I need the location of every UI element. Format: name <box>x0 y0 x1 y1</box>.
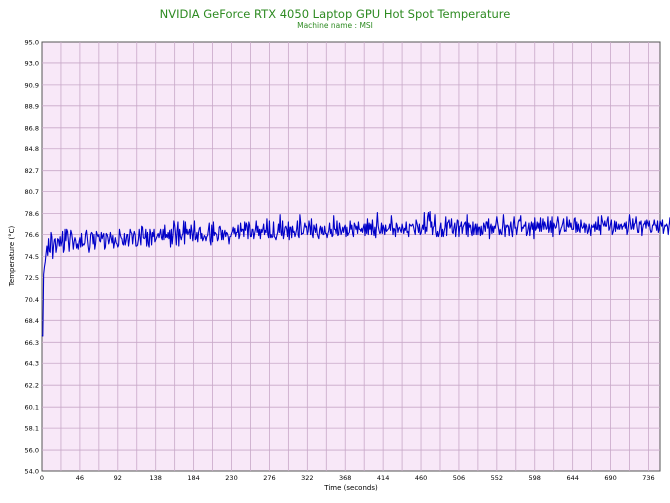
x-tick-label: 230 <box>225 474 237 482</box>
y-tick-label: 74.5 <box>25 253 39 261</box>
y-tick-label: 93.0 <box>25 59 39 67</box>
y-tick-label: 66.3 <box>25 339 39 347</box>
y-tick-label: 58.1 <box>25 425 39 433</box>
x-tick-label: 690 <box>604 474 616 482</box>
x-tick-label: 46 <box>76 474 84 482</box>
y-axis: 54.0 56.0 58.1 60.1 62.2 64.3 66.3 68.4 70.4 72.5… <box>25 39 39 476</box>
x-tick-label: 92 <box>114 474 122 482</box>
y-tick-label: 84.8 <box>25 145 39 153</box>
x-tick-label: 322 <box>301 474 313 482</box>
x-tick-label: 0 <box>40 474 44 482</box>
x-tick-label: 736 <box>642 474 654 482</box>
y-tick-label: 76.6 <box>25 231 39 239</box>
x-tick-label: 506 <box>453 474 465 482</box>
x-axis: 0 46 92 138 184 230 276 322 368 414 460 506 552 598 64… <box>40 474 655 482</box>
x-tick-label: 138 <box>150 474 162 482</box>
y-tick-label: 78.6 <box>25 210 39 218</box>
chart-title: NVIDIA GeForce RTX 4050 Laptop GPU Hot S… <box>159 7 511 21</box>
series-line <box>41 210 670 337</box>
y-tick-label: 64.3 <box>25 360 39 368</box>
y-tick-label: 56.0 <box>25 447 39 455</box>
chart-subtitle: Machine name : MSI <box>297 21 373 30</box>
x-tick-label: 184 <box>187 474 199 482</box>
y-tick-label: 62.2 <box>25 382 39 390</box>
y-tick-label: 88.9 <box>25 102 39 110</box>
y-tick-label: 82.7 <box>25 167 39 175</box>
x-axis-label: Time (seconds) <box>323 484 378 492</box>
y-tick-label: 54.0 <box>25 468 39 476</box>
y-tick-label: 72.5 <box>25 274 39 282</box>
y-tick-label: 70.4 <box>25 296 39 304</box>
x-tick-label: 644 <box>566 474 578 482</box>
x-tick-label: 460 <box>415 474 427 482</box>
y-axis-label: Temperature (°C) <box>8 226 16 288</box>
grid-lines <box>42 42 660 471</box>
y-tick-label: 68.4 <box>25 317 39 325</box>
x-tick-label: 276 <box>263 474 275 482</box>
y-tick-label: 95.0 <box>25 39 39 47</box>
y-tick-label: 90.9 <box>25 81 39 89</box>
x-tick-label: 552 <box>491 474 503 482</box>
x-tick-label: 414 <box>377 474 389 482</box>
y-tick-label: 60.1 <box>25 404 39 412</box>
x-tick-label: 598 <box>529 474 541 482</box>
y-tick-label: 80.7 <box>25 188 39 196</box>
x-tick-label: 368 <box>339 474 351 482</box>
y-tick-label: 86.8 <box>25 124 39 132</box>
